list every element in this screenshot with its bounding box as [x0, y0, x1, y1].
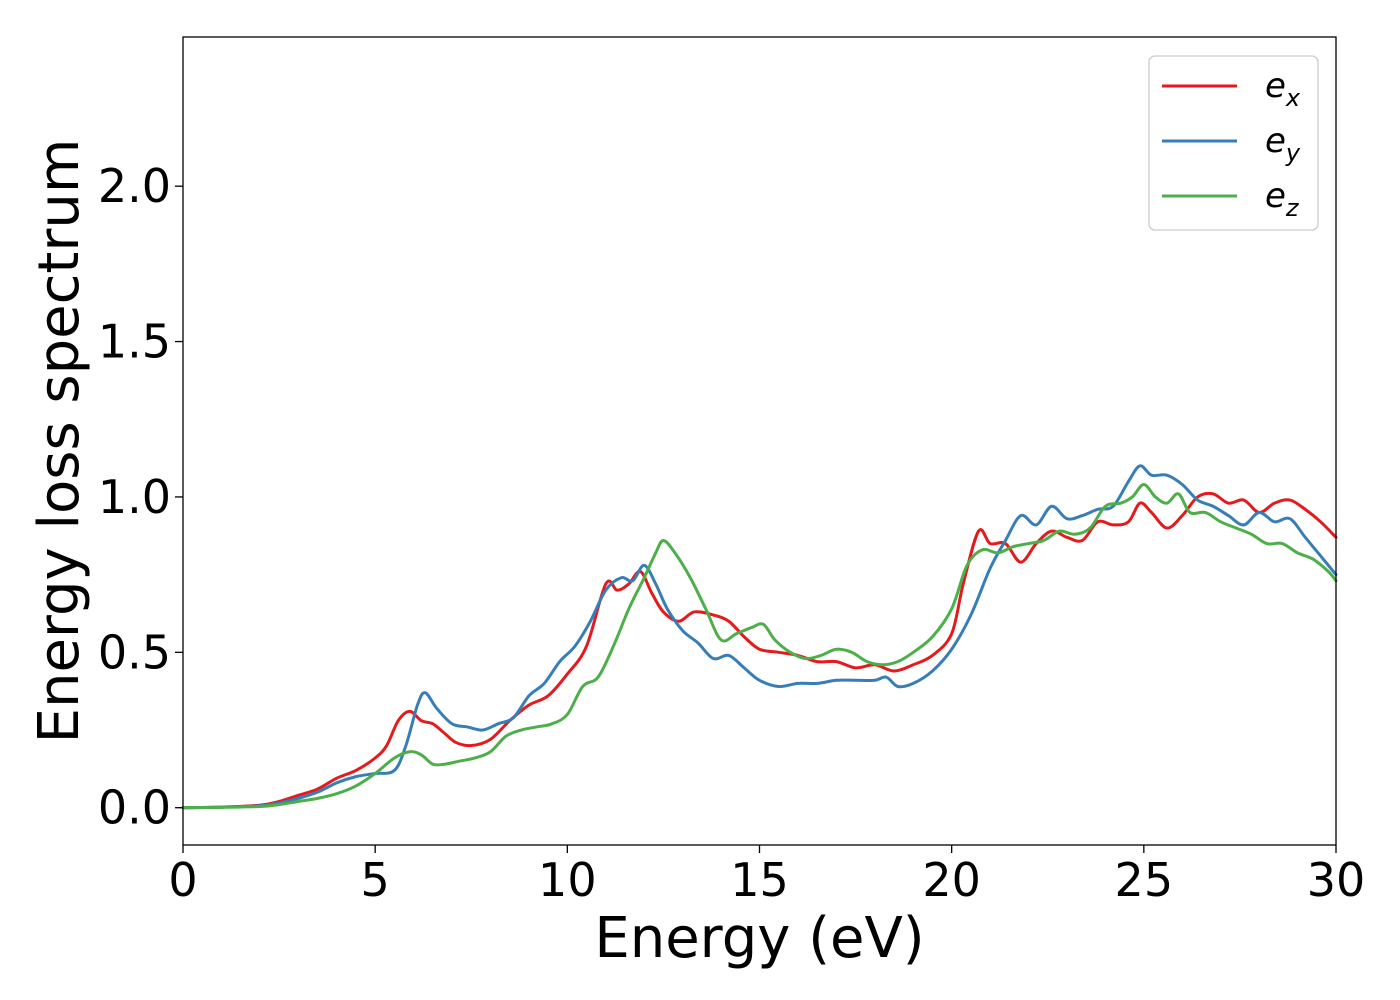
legend-label-y: ey [1265, 121, 1301, 167]
legend-box [1148, 55, 1319, 231]
x-tick-label: 15 [730, 853, 789, 907]
legend-label-x: ex [1265, 66, 1301, 112]
y-axis-label: Energy loss spectrum [27, 139, 92, 744]
y-tick-label: 0.5 [98, 625, 171, 679]
legend: ex ey ez [1148, 55, 1319, 231]
series-line-x [181, 491, 1338, 810]
y-axis-ticks: 0.0 0.5 1.0 1.5 2.0 [98, 159, 183, 835]
legend-label-z: ez [1265, 176, 1300, 222]
legend-entries: ex ey ez [1162, 66, 1301, 222]
x-tick-label: 20 [922, 853, 981, 907]
x-axis-ticks: 0 5 10 15 20 25 30 [168, 845, 1365, 907]
x-tick-label: 5 [361, 853, 390, 907]
x-tick-label: 25 [1115, 853, 1174, 907]
x-tick-label: 10 [538, 853, 597, 907]
plot-area [181, 464, 1338, 810]
series-line-y [181, 464, 1338, 810]
x-axis-label: Energy (eV) [594, 906, 924, 971]
y-tick-label: 1.5 [98, 315, 171, 369]
y-tick-label: 1.0 [98, 470, 171, 524]
axes-frame [182, 36, 1337, 846]
y-tick-label: 0.0 [98, 781, 171, 835]
x-tick-label: 0 [168, 853, 197, 907]
y-tick-label: 2.0 [98, 159, 171, 213]
x-tick-label: 30 [1307, 853, 1366, 907]
series-line-z [181, 483, 1338, 810]
